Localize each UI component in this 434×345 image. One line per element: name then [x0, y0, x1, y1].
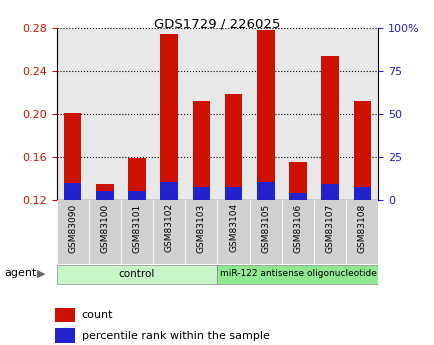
Text: GSM83105: GSM83105: [261, 203, 270, 253]
Bar: [64, 183, 81, 200]
Bar: [256, 182, 274, 200]
Text: GSM83090: GSM83090: [68, 203, 77, 253]
Bar: [321, 184, 338, 200]
Bar: [224, 187, 242, 200]
Bar: [160, 34, 178, 200]
Bar: [249, 200, 281, 264]
Text: count: count: [82, 310, 113, 320]
Text: agent: agent: [4, 268, 36, 278]
Bar: [96, 184, 113, 200]
Bar: [128, 158, 145, 200]
Text: ▶: ▶: [37, 268, 46, 278]
Bar: [64, 113, 81, 200]
Bar: [121, 200, 153, 264]
Bar: [55, 328, 75, 343]
Bar: [353, 187, 370, 200]
Text: GSM83102: GSM83102: [164, 203, 173, 253]
Text: percentile rank within the sample: percentile rank within the sample: [82, 331, 269, 341]
Bar: [192, 187, 210, 200]
Bar: [224, 95, 242, 200]
Text: GSM83106: GSM83106: [293, 203, 302, 253]
Bar: [289, 162, 306, 200]
Bar: [56, 200, 89, 264]
Bar: [192, 101, 210, 200]
Text: control: control: [118, 269, 155, 279]
Bar: [345, 200, 378, 264]
Bar: [256, 30, 274, 200]
Bar: [321, 56, 338, 200]
Bar: [56, 265, 217, 284]
Text: GSM83108: GSM83108: [357, 203, 366, 253]
Text: GSM83100: GSM83100: [100, 203, 109, 253]
Bar: [96, 191, 113, 200]
Bar: [55, 308, 75, 322]
Bar: [185, 200, 217, 264]
Text: GSM83101: GSM83101: [132, 203, 141, 253]
Text: GDS1729 / 226025: GDS1729 / 226025: [154, 17, 280, 30]
Bar: [281, 200, 313, 264]
Text: GSM83103: GSM83103: [197, 203, 205, 253]
Bar: [217, 265, 378, 284]
Text: GSM83107: GSM83107: [325, 203, 334, 253]
Bar: [353, 101, 370, 200]
Bar: [289, 193, 306, 200]
Text: GSM83104: GSM83104: [229, 203, 237, 253]
Bar: [89, 200, 121, 264]
Bar: [128, 191, 145, 200]
Text: miR-122 antisense oligonucleotide: miR-122 antisense oligonucleotide: [219, 269, 375, 278]
Bar: [217, 200, 249, 264]
Bar: [160, 182, 178, 200]
Bar: [313, 200, 345, 264]
Bar: [153, 200, 185, 264]
